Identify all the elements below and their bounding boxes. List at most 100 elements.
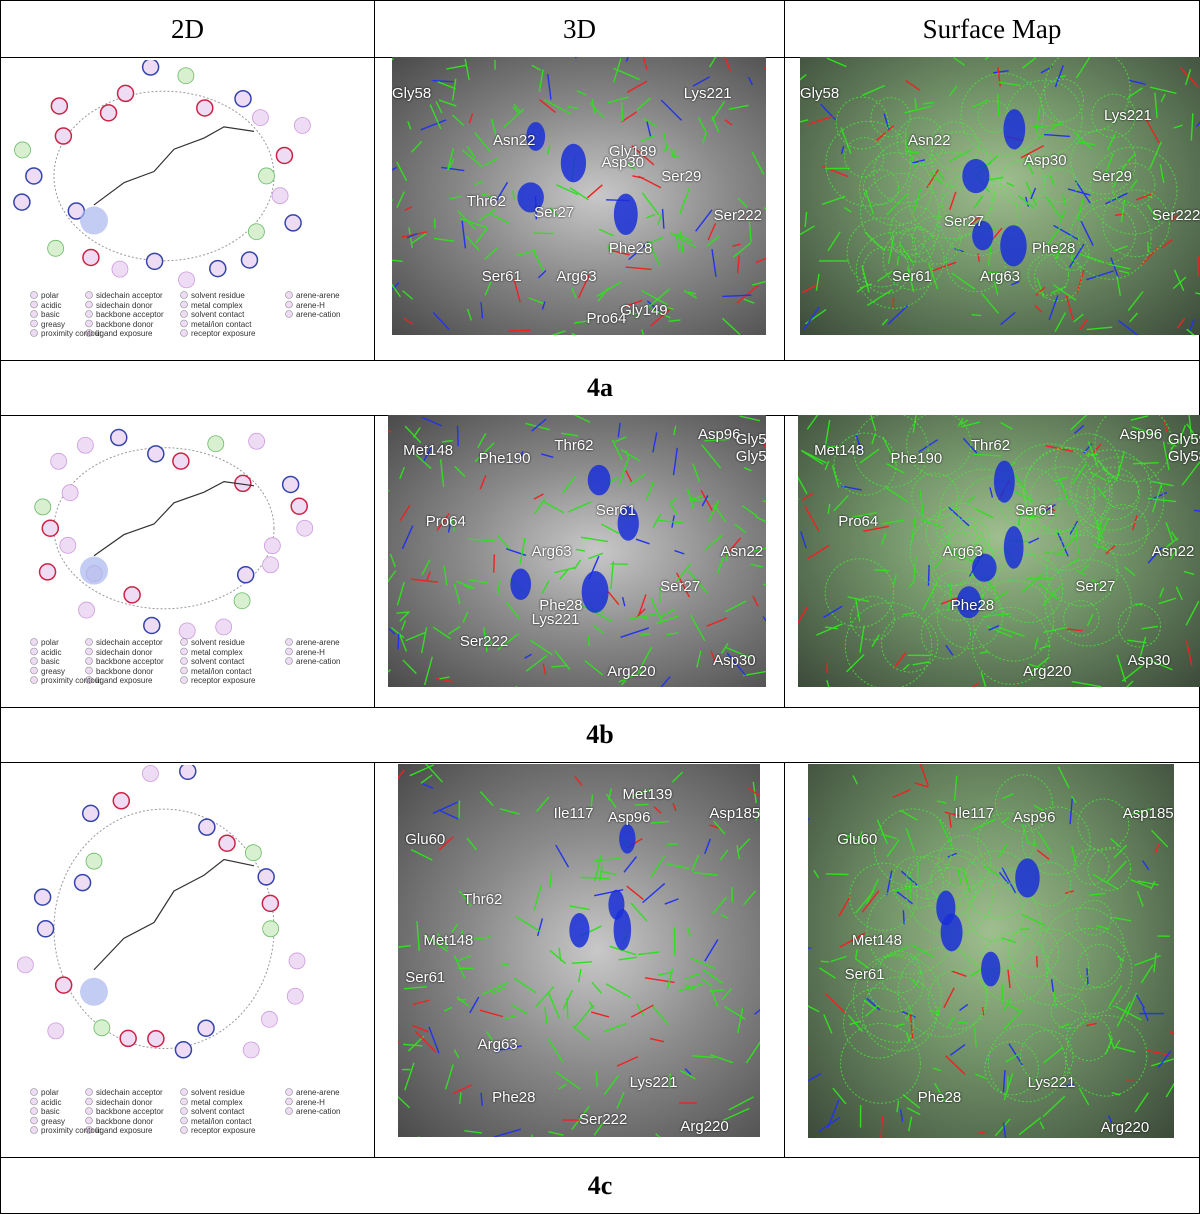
stick (1011, 281, 1020, 286)
stick (422, 783, 434, 789)
residue-label: Asn22 (1151, 542, 1195, 560)
stick (1096, 517, 1110, 543)
legend-entry: metal/ion contact (191, 319, 252, 329)
stick (569, 187, 589, 201)
stick (399, 610, 411, 622)
residue-node (33, 888, 52, 906)
stick (625, 57, 629, 62)
residue-node (99, 104, 118, 122)
stick (864, 231, 885, 252)
stick (389, 553, 396, 568)
stick (462, 611, 469, 623)
residue-label: Thr62 (970, 436, 1011, 454)
stick (864, 996, 881, 1011)
stick (1195, 292, 1200, 295)
stick (1132, 461, 1159, 465)
stick (531, 64, 542, 71)
residue-node (178, 271, 195, 289)
legend-entry: sidechain donor (96, 647, 153, 657)
mesh-blob (843, 987, 914, 1059)
stick (1165, 522, 1174, 542)
stick (650, 308, 671, 327)
legend-entry: arene-H (296, 1097, 325, 1107)
residue-node (50, 97, 69, 115)
stick (843, 206, 852, 213)
legend-entry: arene-cation (296, 657, 341, 666)
stick (728, 1096, 754, 1111)
stick (478, 208, 497, 222)
stick (722, 1107, 750, 1122)
stick (1039, 1121, 1045, 1130)
residue-node (294, 117, 311, 134)
stick (666, 632, 679, 636)
residue-label: Ser61 (892, 268, 933, 286)
stick (700, 977, 713, 987)
stick (500, 962, 510, 967)
residue-node (233, 592, 251, 610)
stick (612, 250, 630, 256)
stick (1181, 461, 1200, 486)
compound-label: 4a (0, 360, 1200, 416)
stick (551, 664, 568, 668)
stick (855, 433, 863, 454)
mesh-blob (1069, 197, 1152, 280)
mesh-blob (882, 228, 945, 291)
stick (1116, 1001, 1131, 1027)
residue-node (257, 868, 275, 886)
residue-label: Phe190 (478, 450, 531, 468)
stick (912, 661, 930, 666)
legend-icon (30, 638, 38, 646)
residue-label: Gly59 (735, 431, 766, 449)
exposure-blob (1000, 225, 1027, 267)
residue-node (14, 141, 31, 159)
stick (1043, 503, 1056, 513)
residue-label: Ser61 (1015, 502, 1056, 520)
stick (1151, 1058, 1174, 1067)
stick (451, 924, 459, 933)
stick (658, 519, 684, 524)
exposure-blob (560, 143, 587, 183)
stick (397, 633, 400, 650)
stick (404, 1062, 415, 1091)
stick (453, 583, 461, 604)
stick (806, 415, 819, 430)
stick (547, 1038, 564, 1063)
residue-label: Gly58 (1167, 447, 1200, 465)
stick (708, 57, 717, 68)
residue-label: Phe28 (492, 1088, 536, 1106)
legend-icon (180, 1126, 188, 1134)
stick (1140, 964, 1154, 984)
stick (466, 308, 472, 321)
residue-node (261, 894, 280, 913)
legend-icon (85, 638, 93, 646)
stick (1054, 312, 1067, 333)
legend-entry: backbone donor (96, 319, 154, 329)
stick (531, 418, 547, 432)
stick (961, 421, 981, 428)
legend-entry: backbone donor (96, 1116, 154, 1126)
stick (1180, 67, 1200, 89)
stick (1085, 1022, 1097, 1027)
legend-icon (30, 1097, 38, 1106)
stick (428, 1026, 440, 1054)
stick (1139, 636, 1147, 659)
stick (1165, 537, 1179, 549)
legend-entry: sidechain acceptor (96, 638, 163, 647)
stick (1055, 74, 1067, 79)
stick (1195, 121, 1200, 128)
stick (1115, 1046, 1136, 1053)
stick (854, 949, 858, 960)
stick (904, 105, 932, 114)
residue-label: Ser61 (844, 965, 885, 983)
stick (736, 284, 759, 304)
stick (896, 256, 900, 266)
stick (673, 425, 677, 436)
stick (679, 187, 691, 214)
residue-label: Arg220 (1100, 1119, 1150, 1137)
stick (704, 534, 723, 551)
mesh-blob (907, 151, 995, 240)
legend-entry: metal/ion contact (191, 666, 252, 676)
stick (1154, 843, 1160, 854)
stick (886, 193, 908, 216)
stick (513, 977, 537, 994)
